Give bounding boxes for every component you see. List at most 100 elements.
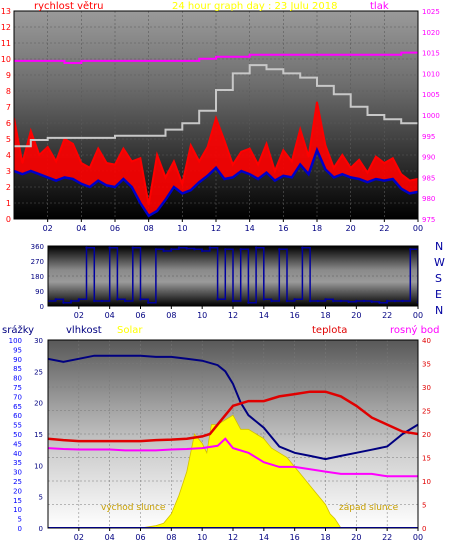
wind-direction-point bbox=[347, 300, 350, 304]
wind-direction-point bbox=[85, 246, 88, 249]
rain-y-tick-label: 90 bbox=[13, 356, 22, 364]
wind-direction-point bbox=[177, 246, 181, 249]
wind-direction-point bbox=[355, 299, 358, 303]
wind-y-tick-label: 4 bbox=[6, 151, 11, 160]
wind-direction-point bbox=[139, 298, 142, 301]
pressure-y-tick-label: 995 bbox=[422, 133, 435, 141]
temp-y-tick-label: 40 bbox=[422, 337, 431, 345]
wind-direction-point bbox=[393, 299, 397, 303]
wind-gust-point bbox=[333, 167, 335, 169]
wind-gust-point bbox=[290, 160, 293, 163]
wind-direction-point bbox=[108, 246, 111, 249]
pressure-trace-grey bbox=[14, 64, 418, 148]
wind-x-tick-label: 22 bbox=[379, 224, 389, 233]
wind-y-tick-label: 6 bbox=[6, 119, 11, 128]
wind-y-tick-label: 5 bbox=[6, 135, 11, 144]
wind-gust-point bbox=[248, 147, 251, 150]
rain-y-tick-label: 100 bbox=[9, 337, 22, 345]
temp-y-tick-label: 35 bbox=[422, 361, 431, 369]
direction-x-tick-label: 14 bbox=[259, 311, 269, 320]
wind-direction-point bbox=[385, 299, 389, 303]
temp-x-tick-label: 18 bbox=[320, 533, 330, 542]
wind-direction-point bbox=[100, 299, 104, 303]
wind-gust-point bbox=[358, 159, 360, 161]
wind-y-tick-label: 11 bbox=[1, 39, 11, 48]
wind-gust-point bbox=[282, 149, 285, 151]
wind-gust-point bbox=[131, 160, 133, 163]
wind-direction-point bbox=[409, 248, 412, 251]
wind-direction-point bbox=[154, 248, 158, 251]
wind-gust-point bbox=[147, 203, 150, 206]
wind-direction-point bbox=[324, 298, 327, 301]
wind-direction-point bbox=[123, 299, 127, 303]
wind-gust-point bbox=[38, 154, 41, 156]
wind-direction-point bbox=[378, 301, 381, 304]
wind-x-tick-label: 12 bbox=[211, 224, 221, 233]
wind-direction-point bbox=[308, 299, 312, 303]
rain-y-tick-label: 55 bbox=[13, 422, 22, 430]
wind-gust-point bbox=[114, 163, 116, 166]
wind-y-tick-label: 12 bbox=[1, 23, 11, 32]
rain-y-tick-label: 50 bbox=[13, 431, 22, 439]
direction-x-tick-label: 08 bbox=[166, 311, 176, 320]
direction-x-tick-label: 04 bbox=[105, 311, 115, 320]
rain-y-tick-label: 45 bbox=[13, 440, 22, 448]
rain-y-tick-label: 80 bbox=[13, 375, 22, 383]
pressure-y-tick-label: 1005 bbox=[422, 91, 440, 99]
humidity-y-tick-label: 25 bbox=[34, 368, 43, 376]
rain-y-tick-label: 60 bbox=[13, 412, 22, 420]
wind-direction-point bbox=[247, 301, 250, 304]
wind-direction-point bbox=[147, 301, 150, 304]
temp-y-tick-label: 20 bbox=[422, 431, 431, 439]
wind-gust-point bbox=[324, 144, 327, 147]
solar-axis-label: Solar bbox=[117, 325, 143, 336]
wind-direction-point bbox=[62, 301, 65, 304]
direction-panel-frame bbox=[47, 245, 419, 307]
temp-y-tick-label: 15 bbox=[422, 455, 431, 463]
wind-gust-point bbox=[198, 160, 200, 163]
wind-x-tick-label: 14 bbox=[245, 224, 255, 233]
wind-gust-point bbox=[240, 151, 243, 153]
rain-y-tick-label: 70 bbox=[13, 393, 22, 401]
wind-x-tick-label: 06 bbox=[110, 224, 120, 233]
wind-y-tick-label: 8 bbox=[6, 87, 11, 96]
humidity-y-tick-label: 0 bbox=[39, 525, 43, 533]
wind-gust-point bbox=[173, 160, 175, 163]
direction-y-tick-label: 90 bbox=[35, 288, 44, 296]
wind-gust-point bbox=[181, 183, 184, 185]
wind-direction-point bbox=[362, 299, 366, 303]
compass-label-n-bottom: N bbox=[435, 304, 443, 317]
wind-direction-point bbox=[370, 300, 373, 304]
wind-x-tick-label: 08 bbox=[144, 224, 154, 233]
wind-x-tick-label: 10 bbox=[177, 224, 187, 233]
compass-label-n-top: N bbox=[435, 240, 443, 253]
temperature-line bbox=[48, 390, 418, 443]
wind-gust-point bbox=[80, 162, 83, 164]
wind-gust-point bbox=[122, 147, 125, 150]
pressure-y-tick-label: 975 bbox=[422, 216, 435, 224]
wind-gust-point bbox=[341, 154, 344, 156]
wind-direction-point bbox=[170, 248, 173, 251]
temp-x-tick-label: 00 bbox=[413, 533, 423, 542]
wind-x-tick-label: 18 bbox=[312, 224, 322, 233]
wind-gust-point bbox=[391, 157, 394, 159]
wind-gust-point bbox=[349, 167, 352, 169]
pressure-y-tick-label: 990 bbox=[422, 154, 435, 162]
sunset-annotation: západ slunce bbox=[339, 503, 399, 513]
rain-y-tick-label: 15 bbox=[13, 497, 22, 505]
humidity-y-tick-label: 15 bbox=[34, 431, 43, 439]
wind-y-tick-label: 1 bbox=[6, 199, 11, 208]
wind-x-tick-label: 20 bbox=[346, 224, 356, 233]
temp-x-tick-label: 10 bbox=[197, 533, 207, 542]
wind-direction-point bbox=[339, 299, 343, 303]
direction-y-tick-label: 180 bbox=[31, 273, 44, 281]
wind-gust-point bbox=[30, 130, 32, 132]
sunrise-annotation: východ slunce bbox=[101, 503, 166, 513]
rain-axis-label: srážky bbox=[2, 324, 34, 336]
wind-direction-point bbox=[131, 246, 134, 249]
wind-direction-point bbox=[316, 299, 319, 303]
rain-y-tick-label: 35 bbox=[13, 459, 22, 467]
temp-y-tick-label: 10 bbox=[422, 478, 431, 486]
